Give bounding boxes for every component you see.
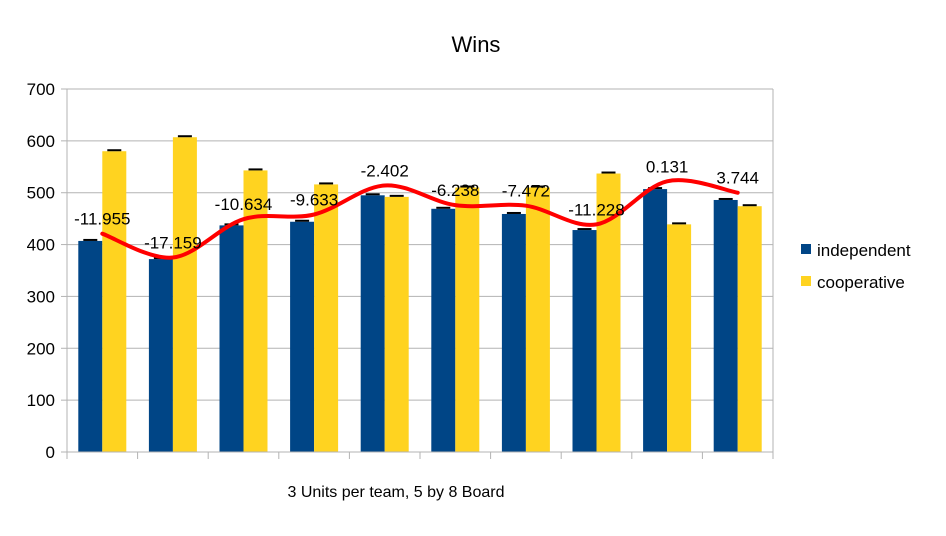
- data-label-1: -17.159: [144, 234, 202, 253]
- data-label-7: -11.228: [568, 200, 624, 219]
- data-labels: -11.955 -17.159 -10.634 -9.633 -2.402 -6.238 -…: [74, 157, 759, 252]
- bar-cooperative-6: [525, 187, 550, 452]
- data-label-2: -10.634: [215, 195, 273, 214]
- y-tick-label-1: 100: [27, 391, 55, 410]
- y-tick-label-3: 300: [27, 287, 55, 306]
- data-label-8: 0.131: [646, 157, 689, 176]
- bar-independent-9: [713, 199, 738, 452]
- data-label-3: -9.633: [290, 190, 338, 209]
- bar-cooperative-3: [314, 184, 339, 452]
- bar-independent-1: [148, 259, 173, 452]
- bar-cooperative-8: [667, 224, 692, 452]
- y-tick-label-7: 700: [27, 80, 55, 99]
- data-label-5: -6.238: [431, 181, 479, 200]
- bar-cooperative-5: [455, 187, 480, 452]
- bar-cooperative-0: [102, 151, 127, 452]
- data-label-9: 3.744: [716, 169, 759, 188]
- bar-cooperative-9: [737, 206, 762, 452]
- data-label-6: -7.472: [502, 182, 550, 201]
- y-tick-label-2: 200: [27, 339, 55, 358]
- legend-label-cooperative: cooperative: [817, 273, 905, 292]
- y-tick-label-5: 500: [27, 184, 55, 203]
- bar-independent-3: [290, 221, 315, 452]
- bar-independent-7: [572, 230, 597, 452]
- bar-independent-5: [431, 208, 456, 452]
- legend-swatch-cooperative: [801, 276, 811, 286]
- legend-swatch-independent: [801, 244, 811, 254]
- y-tick-label-4: 400: [27, 236, 55, 255]
- data-label-0: -11.955: [74, 210, 130, 229]
- bar-independent-6: [501, 213, 526, 452]
- overlay-line: [100, 178, 740, 260]
- overlay-line-layer: [100, 178, 740, 260]
- data-label-4: -2.402: [361, 161, 409, 180]
- legend: independent cooperative: [801, 241, 911, 292]
- y-tick-label-6: 600: [27, 132, 55, 151]
- x-axis-label: 3 Units per team, 5 by 8 Board: [288, 484, 505, 501]
- axes: 0 100 200 300 400 500 600 700: [27, 80, 774, 462]
- y-tick-label-0: 0: [46, 443, 55, 462]
- bar-independent-4: [360, 195, 385, 453]
- legend-label-independent: independent: [817, 241, 911, 260]
- bar-independent-0: [78, 240, 103, 452]
- bar-independent-2: [219, 225, 244, 452]
- bar-cooperative-4: [384, 196, 409, 452]
- bars: [78, 135, 762, 453]
- chart-title: Wins: [452, 32, 501, 57]
- bar-cooperative-1: [172, 137, 197, 452]
- bar-independent-8: [643, 189, 668, 452]
